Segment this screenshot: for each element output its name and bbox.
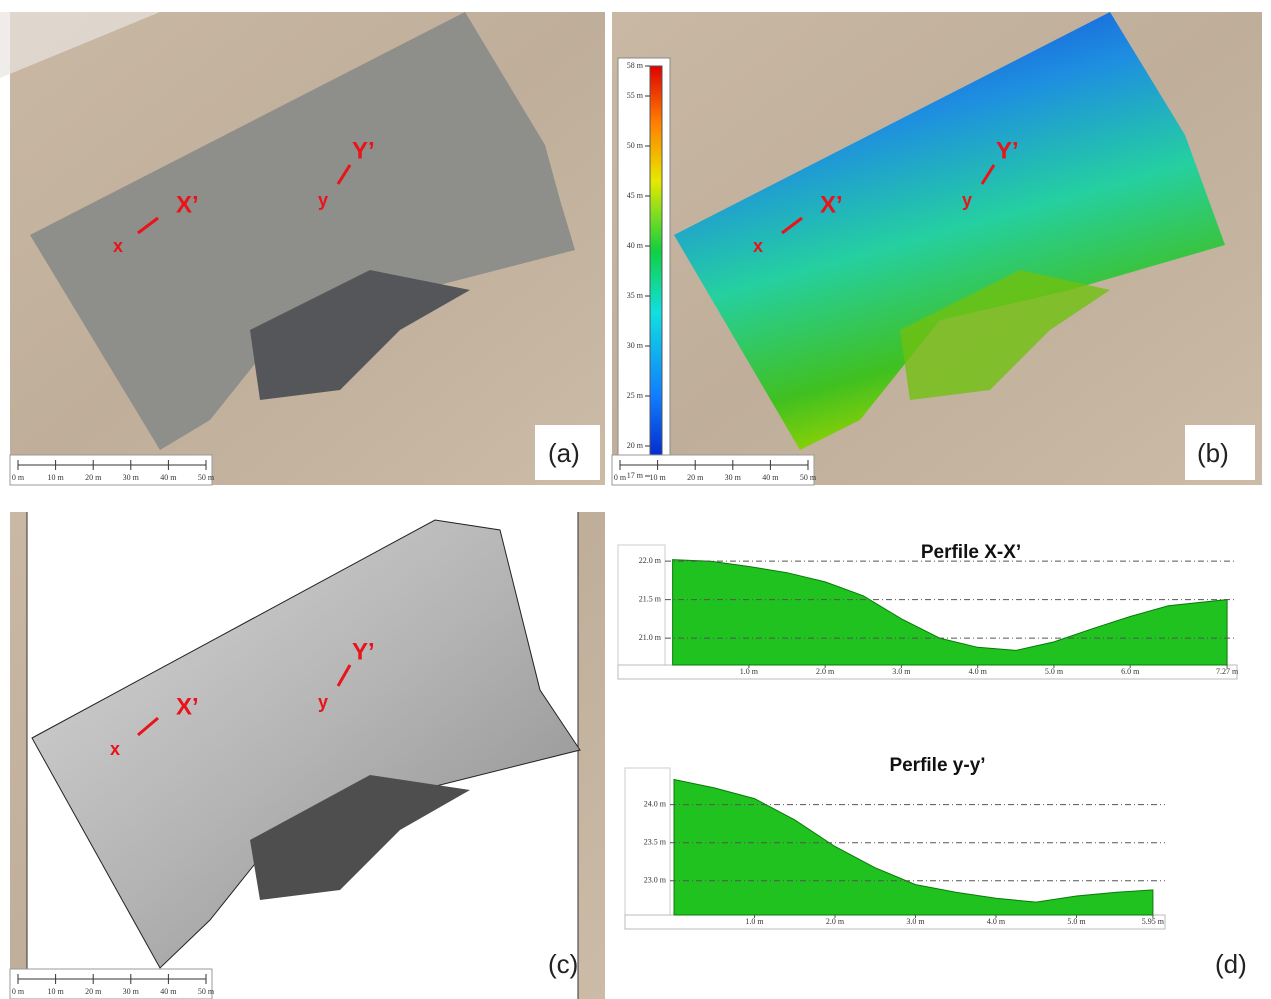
x-tick-label: 4.0 m xyxy=(987,917,1006,926)
x-tick-label: 5.0 m xyxy=(1045,667,1064,676)
profile-area xyxy=(673,560,1228,665)
scale-bar-label: 40 m xyxy=(160,987,177,996)
color-scale-label: 20 m xyxy=(627,441,644,450)
x-tick-label: 4.0 m xyxy=(969,667,988,676)
color-scale-label: 25 m xyxy=(627,391,644,400)
y-tick-label: 23.5 m xyxy=(644,838,667,847)
scale-bar-label: 0 m xyxy=(12,987,25,996)
x-tick-label: 2.0 m xyxy=(826,917,845,926)
y-tick-label: 23.0 m xyxy=(644,876,667,885)
color-scale-label: 35 m xyxy=(627,291,644,300)
color-scale-label: 17 m xyxy=(627,471,644,480)
scale-bar-label: 0 m xyxy=(12,473,25,482)
color-scale-label: 58 m xyxy=(627,61,644,70)
scale-bar-label: 20 m xyxy=(687,473,704,482)
annotation: Y’ xyxy=(352,638,375,665)
chart-title: Perfile X-X’ xyxy=(921,542,1021,563)
x-tick-label: 3.0 m xyxy=(906,917,925,926)
panel-label: (d) xyxy=(1215,949,1247,979)
color-scale-label: 50 m xyxy=(627,141,644,150)
scale-bar-label: 50 m xyxy=(800,473,817,482)
x-tick-label: 1.0 m xyxy=(740,667,759,676)
scale-bar-label: 40 m xyxy=(762,473,779,482)
scale-bar-label: 40 m xyxy=(160,473,177,482)
scale-bar-box xyxy=(10,455,212,485)
color-scale-label: 30 m xyxy=(627,341,644,350)
annotation: X’ xyxy=(820,191,843,218)
scale-bar-label: 50 m xyxy=(198,987,215,996)
x-tick-label: 5.0 m xyxy=(1067,917,1086,926)
panel-label: (b) xyxy=(1197,438,1229,468)
scale-bar-label: 20 m xyxy=(85,473,102,482)
scale-bar-label: 30 m xyxy=(725,473,742,482)
x-tick-label: 1.0 m xyxy=(745,917,764,926)
color-scale-bar xyxy=(650,66,662,476)
scale-bar-label: 0 m xyxy=(614,473,627,482)
scale-bar-label: 20 m xyxy=(85,987,102,996)
chart-title: Perfile y-y’ xyxy=(889,755,985,776)
annotation: y xyxy=(318,692,328,712)
x-tick-label: 5.95 m xyxy=(1142,917,1165,926)
color-scale-label: 40 m xyxy=(627,241,644,250)
scale-bar-label: 10 m xyxy=(47,473,64,482)
panel-label: (c) xyxy=(548,949,578,979)
y-tick-label: 21.0 m xyxy=(639,633,662,642)
x-tick-label: 2.0 m xyxy=(816,667,835,676)
color-scale-label: 45 m xyxy=(627,191,644,200)
annotation: Y’ xyxy=(352,137,375,164)
annotation: X’ xyxy=(176,191,199,218)
scale-bar-label: 30 m xyxy=(123,987,140,996)
x-tick-label: 6.0 m xyxy=(1121,667,1140,676)
figure: x X’ y Y’ (a) x X’ y Y’ (b) x X’ y Y’ (c… xyxy=(0,0,1271,999)
panel-b: x X’ y Y’ (b) xyxy=(612,12,1262,485)
annotation: x xyxy=(113,236,123,256)
scale-bar-box xyxy=(10,969,212,999)
panel-label: (a) xyxy=(548,438,580,468)
annotation: Y’ xyxy=(996,137,1019,164)
x-tick-label: 7.27 m xyxy=(1216,667,1239,676)
annotation: x xyxy=(753,236,763,256)
annotation: y xyxy=(962,190,972,210)
x-tick-label: 3.0 m xyxy=(892,667,911,676)
y-tick-label: 24.0 m xyxy=(644,799,667,808)
scale-bar-label: 10 m xyxy=(47,987,64,996)
scale-bar-label: 50 m xyxy=(198,473,215,482)
profile-area xyxy=(674,780,1153,916)
panel-a: x X’ y Y’ (a) xyxy=(0,12,605,485)
y-tick-label: 22.0 m xyxy=(639,556,662,565)
scale-bar-label: 10 m xyxy=(649,473,666,482)
panel-c: x X’ y Y’ (c) xyxy=(10,512,605,999)
annotation: X’ xyxy=(176,693,199,720)
y-tick-label: 21.5 m xyxy=(639,594,662,603)
scale-bar-label: 30 m xyxy=(123,473,140,482)
annotation: x xyxy=(110,739,120,759)
x-axis-box xyxy=(618,665,1237,679)
color-scale-label: 55 m xyxy=(627,91,644,100)
annotation: y xyxy=(318,190,328,210)
